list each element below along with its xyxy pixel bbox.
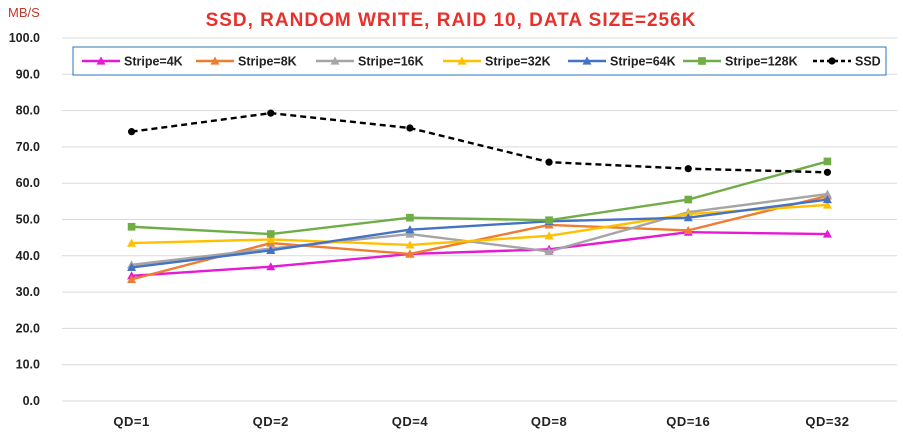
x-tick-label: QD=16 xyxy=(666,414,710,429)
data-point xyxy=(266,245,276,254)
data-point xyxy=(267,109,275,117)
legend-label: Stripe=64K xyxy=(610,55,676,69)
legend-label: Stripe=32K xyxy=(485,55,551,69)
series-layer xyxy=(127,109,832,283)
data-point xyxy=(545,216,553,225)
data-point xyxy=(96,56,106,65)
data-point xyxy=(582,56,592,65)
data-point xyxy=(828,57,836,65)
series-line xyxy=(131,203,828,247)
legend-entry: Stripe=32K xyxy=(443,55,551,69)
legend-entry: Stripe=8K xyxy=(196,55,297,69)
legend-entry: Stripe=64K xyxy=(568,55,676,69)
series-line xyxy=(131,231,828,277)
data-point xyxy=(698,57,706,65)
chart-title: SSD, RANDOM WRITE, RAID 10, DATA SIZE=25… xyxy=(206,10,697,31)
data-point xyxy=(266,234,276,244)
y-tick-label: 100.0 xyxy=(9,31,40,45)
legend-label: Stripe=16K xyxy=(358,55,424,69)
data-point xyxy=(266,230,275,238)
y-tick-label: 10.0 xyxy=(16,358,40,372)
legend-entry: SSD xyxy=(813,55,881,69)
data-point xyxy=(405,225,415,234)
x-tick-label: QD=8 xyxy=(531,414,567,429)
legend-label: SSD xyxy=(855,55,881,69)
x-tick-label: QD=32 xyxy=(805,414,849,429)
data-point xyxy=(822,195,832,204)
y-tick-label: 20.0 xyxy=(16,321,40,335)
data-point xyxy=(683,225,693,234)
y-axis-ticks: 0.0 10.0 20.0 30.0 40.0 50.0 60.0 70.0 80.0 90.0 1… xyxy=(9,31,40,408)
series-stripe-16k xyxy=(127,189,832,269)
data-point xyxy=(405,229,415,238)
y-tick-label: 30.0 xyxy=(16,285,40,299)
data-point xyxy=(822,229,832,238)
series-line xyxy=(131,198,828,269)
x-axis-ticks: QD=1 QD=2 QD=4 QD=8 QD=16 QD=32 xyxy=(113,414,849,429)
legend-entry: Stripe=4K xyxy=(82,55,183,69)
data-point xyxy=(127,128,136,136)
series-stripe-128k xyxy=(127,157,832,238)
series-line xyxy=(131,111,828,174)
y-tick-label: 40.0 xyxy=(16,249,40,263)
data-point xyxy=(406,213,414,222)
y-tick-label: 90.0 xyxy=(16,67,40,81)
data-point xyxy=(127,222,136,231)
y-tick-label: 50.0 xyxy=(16,213,40,227)
legend-entry: Stripe=16K xyxy=(316,55,424,69)
data-point xyxy=(405,249,415,258)
legend-entry: Stripe=128K xyxy=(683,55,798,69)
data-point xyxy=(405,240,415,249)
data-point xyxy=(127,274,137,283)
data-point xyxy=(266,262,276,271)
series-stripe-64k xyxy=(127,195,832,272)
y-tick-label: 0.0 xyxy=(23,394,40,408)
series-line xyxy=(131,192,828,267)
legend-label: Stripe=8K xyxy=(238,55,297,69)
data-point xyxy=(823,168,832,176)
data-point xyxy=(330,56,340,65)
data-point xyxy=(683,213,693,222)
data-point xyxy=(822,189,832,198)
series-ssd xyxy=(127,109,832,176)
data-point xyxy=(544,231,554,240)
data-point xyxy=(210,56,220,65)
y-axis-unit-label: MB/S xyxy=(8,5,40,20)
y-tick-label: 60.0 xyxy=(16,176,40,190)
data-point xyxy=(684,195,693,204)
data-point xyxy=(822,200,832,209)
data-point xyxy=(127,262,137,272)
data-point xyxy=(684,165,692,173)
data-point xyxy=(545,158,553,166)
data-point xyxy=(457,56,467,65)
legend-label: Stripe=4K xyxy=(124,55,183,69)
data-point xyxy=(823,157,832,166)
series-line xyxy=(131,160,828,236)
data-point xyxy=(406,124,414,132)
x-tick-label: QD=1 xyxy=(113,414,149,429)
legend-label: Stripe=128K xyxy=(725,55,798,69)
data-point xyxy=(544,246,554,256)
y-tick-label: 70.0 xyxy=(16,140,40,154)
x-tick-label: QD=2 xyxy=(253,414,289,429)
data-point xyxy=(127,238,137,247)
legend: Stripe=4K Stripe=8K Stripe=16K Stripe=32K St… xyxy=(72,46,887,76)
x-tick-label: QD=4 xyxy=(392,414,429,429)
y-tick-label: 80.0 xyxy=(16,104,40,118)
